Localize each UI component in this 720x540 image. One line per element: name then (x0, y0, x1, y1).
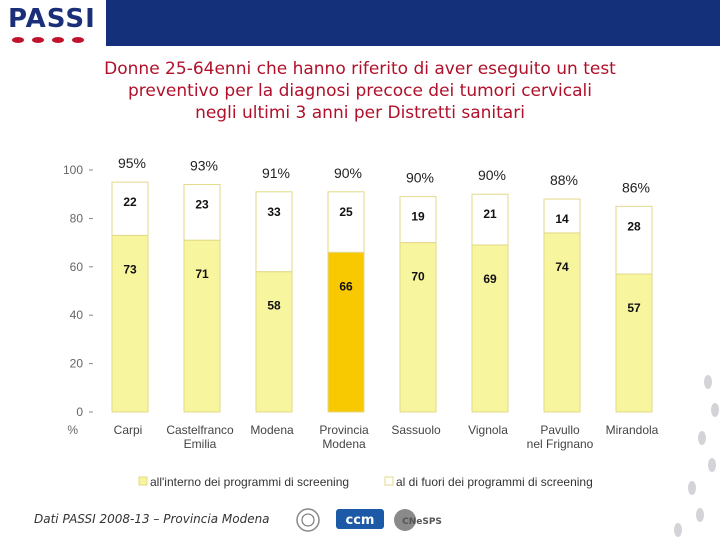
bar-outside (327, 191, 365, 253)
data-label-inside: 73 (123, 262, 137, 276)
data-label-inside: 74 (555, 260, 569, 274)
y-tick-label: 40 (70, 308, 84, 322)
data-label-outside: 19 (411, 210, 425, 224)
title-line: preventivo per la diagnosi precoce dei t… (128, 81, 592, 101)
legend-swatch-outside (384, 476, 394, 486)
bar-inside (255, 271, 293, 413)
bar-outside (399, 196, 437, 244)
data-label-outside: 28 (627, 219, 641, 233)
data-label-inside: 71 (195, 267, 209, 281)
bar-outside (255, 191, 293, 273)
data-label-inside: 69 (483, 272, 497, 286)
data-label-inside: 66 (339, 279, 353, 293)
y-tick-label: 100 (63, 163, 83, 177)
data-label-inside: 57 (627, 301, 641, 315)
total-label: 86% (622, 179, 650, 195)
total-label: 93% (190, 158, 218, 174)
ccm-label: ccm (346, 513, 375, 528)
ccm-logo-icon: ccm (336, 509, 384, 529)
category-label: Provincia (319, 423, 369, 437)
data-label-outside: 14 (555, 212, 569, 226)
legend-label-outside: al di fuori dei programmi di screening (396, 475, 593, 489)
category-label: Castelfranco (166, 423, 234, 437)
y-tick-label: 60 (70, 260, 84, 274)
data-label-inside: 70 (411, 270, 425, 284)
logo-text: PASSI (8, 4, 96, 34)
passi-logo-icon: PASSI (8, 4, 100, 44)
ministero-seal-icon (296, 508, 320, 532)
legend-swatch-inside (138, 476, 148, 486)
bar-inside (471, 244, 509, 413)
source-note: Dati PASSI 2008-13 – Provincia Modena (34, 512, 270, 526)
bar-inside (399, 242, 437, 413)
category-label: Modena (250, 423, 294, 437)
category-label: nel Frignano (527, 437, 594, 451)
data-label-outside: 25 (339, 205, 353, 219)
data-label-outside: 21 (483, 207, 497, 221)
y-tick-label: 20 (70, 357, 84, 371)
bar-inside (615, 273, 653, 413)
chart-title: Donne 25-64enni che hanno riferito di av… (30, 58, 690, 124)
stacked-bar-chart: 0 20 40 60 80 100% 73 22 95% Carpi 71 23 93% Castelfr… (63, 155, 659, 489)
category-label: Mirandola (606, 423, 659, 437)
category-label: Sassuolo (391, 423, 441, 437)
y-tick-label: 0 (76, 405, 83, 419)
legend-label-inside: all'interno dei programmi di screening (150, 475, 349, 489)
footprints-decoration-icon (674, 375, 719, 537)
total-label: 95% (118, 155, 146, 171)
bar-outside (543, 198, 581, 234)
title-line: Donne 25-64enni che hanno riferito di av… (104, 59, 616, 79)
category-label: Pavullo (540, 423, 580, 437)
header: PASSI (0, 0, 720, 46)
total-label: 90% (334, 165, 362, 181)
category-label: Vignola (468, 423, 508, 437)
total-label: 90% (406, 170, 434, 186)
bar-outside (183, 184, 221, 241)
y-unit-label: % (67, 423, 78, 437)
bar-inside (327, 251, 365, 413)
bar-inside (543, 232, 581, 413)
total-label: 90% (478, 167, 506, 183)
category-label: Modena (322, 437, 366, 451)
data-label-outside: 23 (195, 198, 209, 212)
y-tick-label: 80 (70, 211, 84, 225)
data-label-inside: 58 (267, 299, 281, 313)
bar-outside (111, 181, 149, 236)
total-label: 91% (262, 165, 290, 181)
category-label: Carpi (114, 423, 143, 437)
category-label: Emilia (184, 437, 217, 451)
data-label-outside: 33 (267, 205, 281, 219)
bar-inside (183, 239, 221, 413)
header-bar (106, 0, 720, 46)
bar-outside (615, 205, 653, 275)
footprints-icon (12, 37, 84, 43)
title-line: negli ultimi 3 anni per Distretti sanita… (195, 103, 525, 123)
bar-inside (111, 234, 149, 413)
data-label-outside: 22 (123, 195, 137, 209)
cnesps-logo-icon: CNeSPS (394, 509, 442, 531)
bar-outside (471, 193, 509, 246)
cnesps-label: CNeSPS (402, 517, 442, 527)
total-label: 88% (550, 172, 578, 188)
